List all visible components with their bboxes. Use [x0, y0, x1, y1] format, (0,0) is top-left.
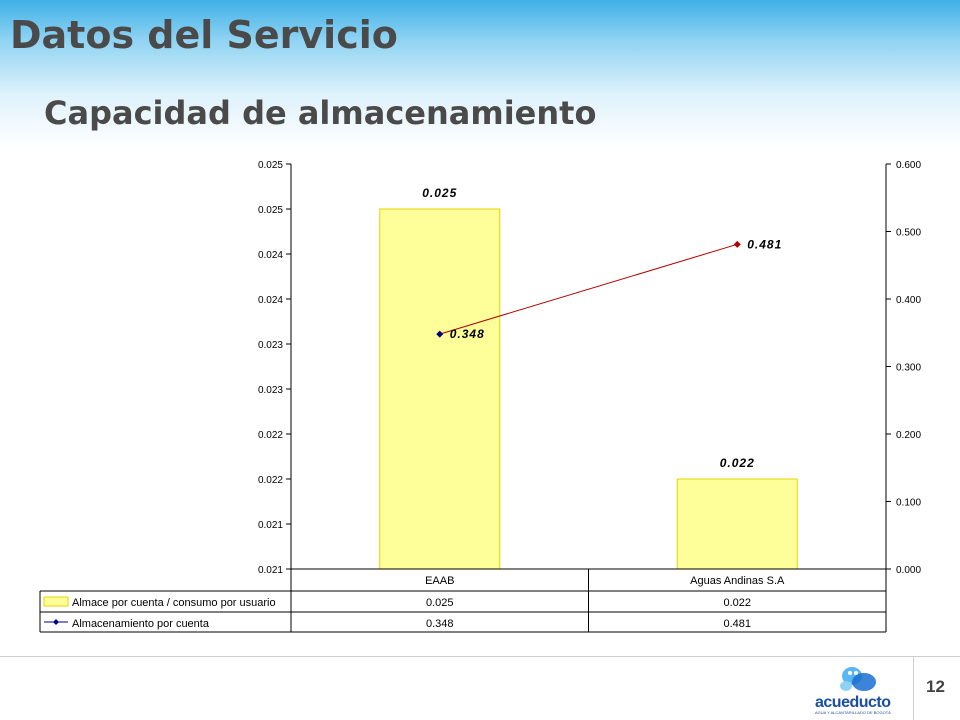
slide-subtitle: Capacidad de almacenamiento: [44, 94, 597, 132]
category-label: Aguas Andinas S.A: [690, 575, 785, 587]
line-point: [436, 330, 444, 338]
left-axis-tick-label: 0.021: [258, 520, 283, 531]
right-axis-tick-label: 0.100: [896, 498, 921, 509]
right-axis-tick-label: 0.000: [896, 565, 921, 576]
right-axis-tick-label: 0.300: [896, 363, 921, 374]
table-cell: 0.025: [426, 597, 454, 609]
table-cell: 0.022: [723, 597, 751, 609]
left-axis-tick-label: 0.022: [258, 475, 283, 486]
legend-label-bar: Almace por cuenta / consumo por usuario: [72, 597, 276, 609]
acueducto-logo-icon: [840, 667, 876, 691]
chart: 0.021 0.021 0.022 0.022 0.023 0.023 0.024 0.024…: [39, 160, 921, 633]
right-axis-tick-label: 0.500: [896, 228, 921, 239]
legend-label-line: Almacenamiento por cuenta: [72, 618, 210, 630]
left-axis-tick-label: 0.022: [258, 430, 283, 441]
bar-data-label: 0.022: [720, 456, 755, 470]
legend-swatch-bar: [43, 596, 69, 607]
left-axis-tick-label: 0.024: [258, 250, 283, 261]
left-axis-tick-label: 0.025: [258, 205, 283, 216]
line-data-label: 0.348: [450, 327, 485, 341]
bar: [379, 208, 501, 570]
footer-divider: [0, 656, 960, 657]
category-label: EAAB: [425, 575, 454, 587]
right-axis-tick-label: 0.200: [896, 430, 921, 441]
left-axis-tick-label: 0.023: [258, 340, 283, 351]
left-axis-tick-label: 0.025: [258, 160, 283, 171]
left-axis-tick-label: 0.024: [258, 295, 283, 306]
left-axis-tick-label: 0.021: [258, 565, 283, 576]
line-series: [439, 243, 738, 335]
bar: [676, 478, 798, 570]
table-cell: 0.481: [723, 618, 751, 630]
right-axis-tick-label: 0.400: [896, 295, 921, 306]
logo-text: acueducto: [815, 694, 891, 711]
bar-data-label: 0.025: [422, 186, 457, 200]
slide-title: Datos del Servicio: [10, 13, 398, 57]
right-axis-tick-label: 0.600: [896, 160, 921, 171]
table-cell: 0.348: [426, 618, 454, 630]
left-axis-tick-label: 0.023: [258, 385, 283, 396]
header-gradient: [0, 0, 960, 150]
footer-vertical-divider: [913, 657, 914, 720]
line-point: [733, 240, 741, 248]
legend-marker: [53, 619, 59, 625]
line-data-label: 0.481: [747, 237, 782, 251]
page-number: 12: [926, 677, 945, 696]
logo-tagline: AGUA Y ALCANTARILLADO DE BOGOTÁ: [815, 710, 891, 715]
